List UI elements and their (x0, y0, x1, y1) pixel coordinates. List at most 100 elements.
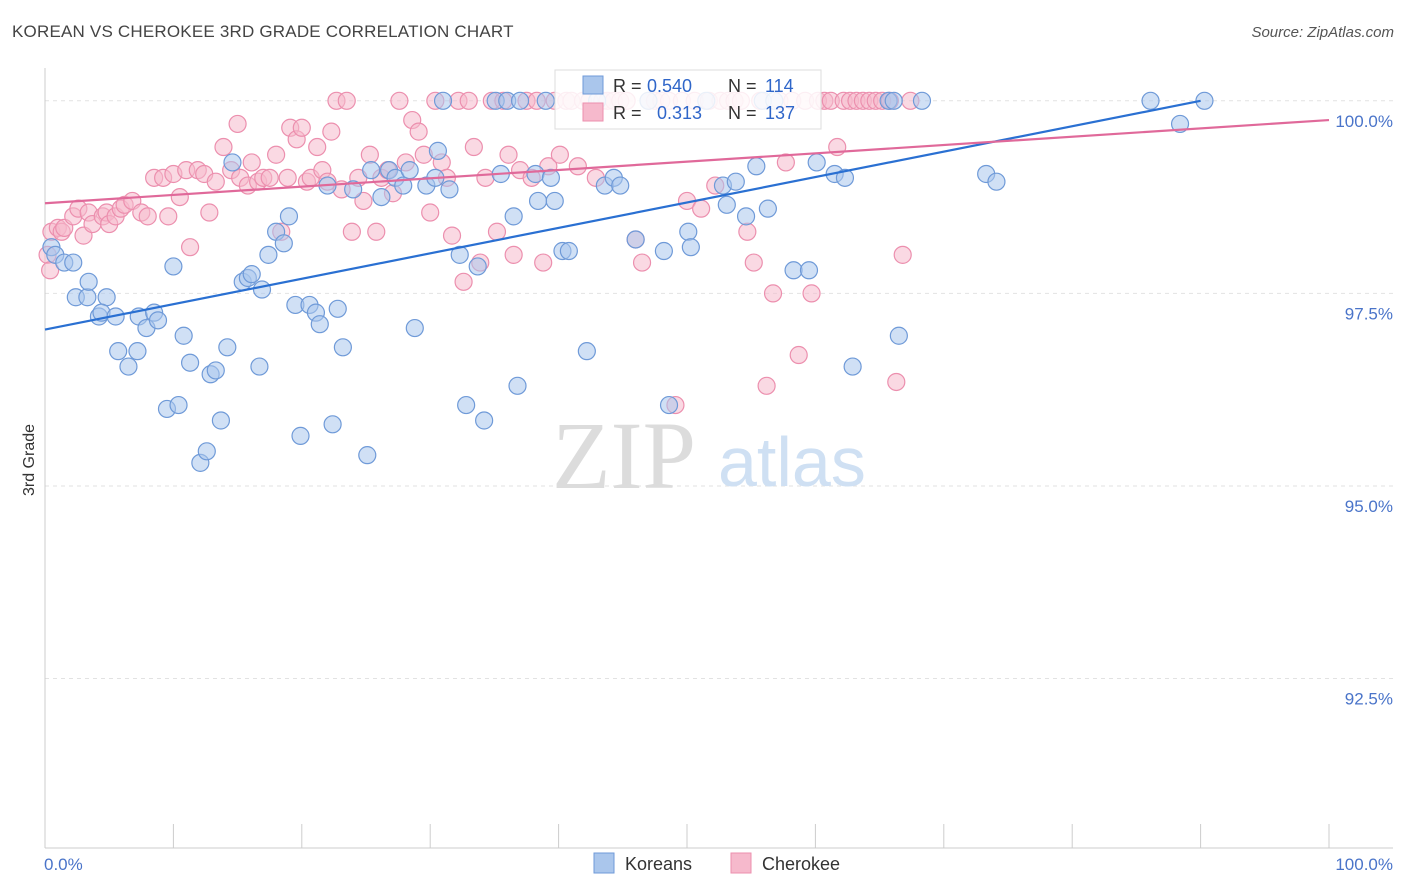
koreans-point (310, 315, 329, 334)
stats-box: R = 0.540 N = 114 R = 0.313 N = 137 (554, 69, 822, 130)
watermark-zip: ZIP (552, 402, 696, 509)
stats-swatch-koreans (582, 75, 604, 95)
cherokee-trend-line (44, 118, 1330, 205)
cherokee-point (170, 187, 189, 207)
stats-n-label-cherokee: N = (728, 103, 757, 123)
koreans-point (274, 234, 293, 253)
cherokee-point (342, 222, 361, 241)
koreans-point (536, 91, 555, 110)
koreans-point (344, 180, 363, 199)
koreans-point (1170, 114, 1190, 134)
koreans-point (736, 207, 756, 226)
y-axis-title: 3rd Grade (21, 424, 38, 496)
cherokee-point (354, 191, 373, 211)
koreans-point (428, 141, 448, 160)
koreans-point (807, 153, 826, 172)
cherokee-point (308, 137, 327, 157)
stats-n-value-koreans: 114 (765, 76, 794, 96)
cherokee-point (550, 145, 569, 164)
cherokee-point (887, 372, 906, 392)
koreans-point (211, 411, 231, 430)
koreans-point (679, 222, 698, 241)
koreans-point (784, 261, 803, 280)
koreans-point (164, 257, 183, 276)
stats-r-label-cherokee: R = (613, 103, 642, 123)
koreans-point (726, 172, 745, 191)
koreans-point (758, 199, 777, 218)
koreans-point (78, 288, 97, 307)
koreans-point (252, 280, 272, 299)
koreans-point (504, 207, 523, 226)
koreans-point (987, 172, 1006, 191)
cherokee-point (487, 222, 507, 241)
watermark-atlas: atlas (718, 423, 866, 501)
cherokee-point (337, 91, 356, 110)
koreans-point (180, 353, 200, 372)
cherokee-point (534, 253, 553, 272)
y-tick-labels: 100.0% 97.5% 95.0% 92.5% (1335, 112, 1393, 709)
koreans-point (206, 361, 225, 380)
cherokee-point (409, 122, 428, 141)
cherokee-point (499, 145, 518, 164)
koreans-point (528, 191, 548, 211)
koreans-point (884, 91, 903, 110)
y-tick-label: 97.5% (1345, 304, 1393, 323)
cherokee-point (260, 168, 279, 187)
koreans-point (109, 342, 128, 361)
koreans-point (128, 342, 147, 361)
axes (44, 68, 1393, 849)
stats-r-value-koreans: 0.540 (647, 76, 692, 96)
koreans-point (323, 415, 342, 434)
koreans-point (654, 241, 673, 261)
koreans-point (405, 318, 424, 338)
cherokee-point (390, 91, 409, 110)
koreans-point (400, 161, 419, 180)
stats-swatch-cherokee (582, 102, 604, 122)
cherokee-point (757, 376, 776, 395)
cherokee-point (692, 199, 711, 218)
koreans-point (747, 157, 766, 176)
cherokee-point (206, 172, 225, 191)
koreans-point (328, 299, 347, 318)
koreans-point (545, 191, 564, 211)
cherokee-point (893, 245, 912, 264)
koreans-point (835, 168, 855, 187)
koreans-point (174, 326, 193, 345)
stats-r-label-koreans: R = (613, 76, 642, 96)
cherokee-point (442, 226, 462, 245)
stats-n-label-koreans: N = (728, 76, 757, 96)
koreans-trend-line (44, 99, 1201, 331)
koreans-point (541, 168, 560, 187)
legend: Koreans Cherokee (593, 852, 840, 874)
cherokee-point (454, 272, 473, 291)
koreans-point (559, 241, 578, 261)
cherokee-point (292, 118, 311, 137)
koreans-point (197, 442, 216, 461)
cherokee-point (776, 153, 795, 172)
cherokee-point (367, 222, 386, 241)
cherokee-point (459, 91, 478, 110)
chart-title: KOREAN VS CHEROKEE 3RD GRADE CORRELATION… (12, 22, 514, 41)
koreans-point (148, 311, 168, 330)
cherokee-point (789, 345, 808, 365)
cherokee-point (802, 284, 821, 303)
koreans-point (681, 238, 700, 257)
y-tick-label: 95.0% (1345, 497, 1393, 516)
koreans-point (169, 395, 188, 415)
koreans-point (250, 357, 269, 376)
koreans-point (577, 342, 596, 361)
cherokee-point (138, 207, 157, 226)
cherokee-point (632, 253, 652, 272)
koreans-point (626, 230, 645, 249)
source-credit: Source: ZipAtlas.com (1251, 24, 1394, 41)
koreans-point (468, 257, 487, 276)
koreans-point (333, 338, 352, 357)
koreans-point (717, 195, 736, 214)
y-tick-label: 92.5% (1345, 690, 1393, 709)
koreans-point (372, 187, 391, 207)
y-tick-label: 100.0% (1335, 112, 1393, 131)
cherokee-point (504, 245, 523, 264)
koreans-point (259, 245, 278, 264)
legend-label-cherokee: Cherokee (762, 854, 840, 874)
